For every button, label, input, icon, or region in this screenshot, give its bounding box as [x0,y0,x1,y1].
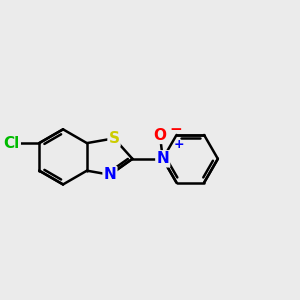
Text: O: O [154,128,166,143]
Text: S: S [109,131,119,146]
Text: N: N [156,151,169,166]
Text: +: + [173,138,184,151]
Text: −: − [169,122,182,137]
Text: Cl: Cl [4,136,20,151]
Text: N: N [103,167,116,182]
